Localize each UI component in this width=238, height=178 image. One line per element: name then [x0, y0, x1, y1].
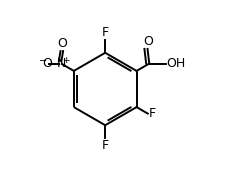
Text: −: −	[39, 56, 48, 66]
Text: O: O	[42, 57, 52, 70]
Text: F: F	[149, 107, 156, 120]
Text: N: N	[57, 57, 67, 70]
Text: F: F	[102, 26, 109, 39]
Text: O: O	[57, 37, 67, 50]
Text: O: O	[143, 35, 153, 48]
Text: +: +	[62, 56, 69, 65]
Text: OH: OH	[166, 57, 185, 70]
Text: F: F	[102, 139, 109, 152]
